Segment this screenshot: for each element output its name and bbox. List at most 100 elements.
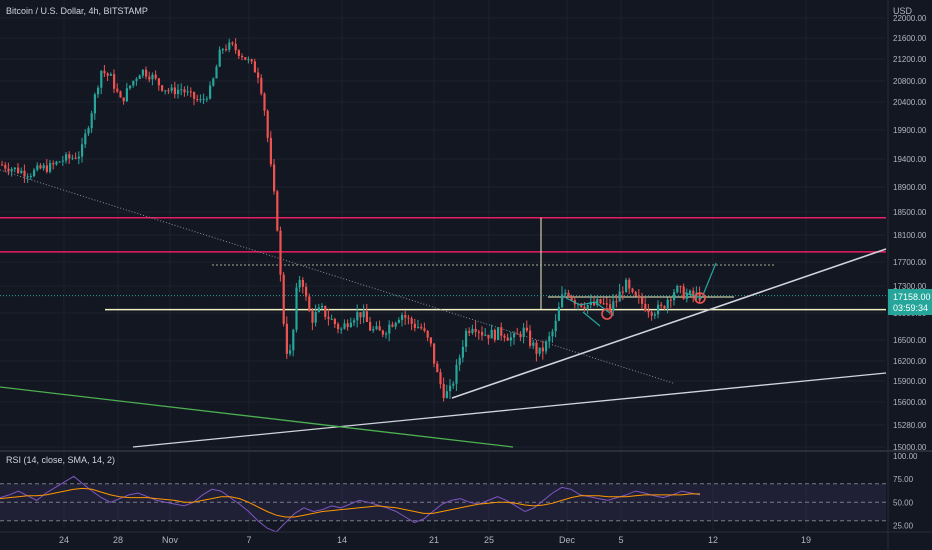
candle-body [285, 323, 288, 354]
candle-body [602, 303, 605, 305]
candle-body [148, 76, 151, 80]
candle-body [157, 78, 160, 86]
candle-body [673, 292, 676, 301]
candle-body [161, 85, 164, 91]
candle-body [413, 323, 416, 328]
candle-body [289, 350, 292, 354]
candle-body [692, 290, 695, 296]
candle-body [359, 312, 362, 318]
candle-body [45, 165, 48, 172]
candle-body [1, 164, 4, 166]
candle-body [4, 165, 7, 169]
candle-body [71, 157, 74, 159]
candle-body [186, 91, 189, 93]
candle-body [663, 306, 666, 309]
candle-body [557, 307, 560, 321]
candle-body [532, 342, 535, 346]
candle-body [625, 279, 628, 293]
candle-body [138, 75, 141, 79]
candle-body [324, 305, 327, 317]
candle-body [698, 292, 701, 301]
candle-body [589, 302, 592, 305]
x-tick-label: 21 [429, 535, 439, 545]
candle-body [135, 78, 138, 81]
candle-body [177, 89, 180, 95]
candle-body [225, 49, 228, 51]
candle-body [68, 154, 71, 159]
y-tick-label: 18100.00 [893, 231, 927, 240]
candle-body [417, 326, 420, 328]
candle-body [132, 80, 135, 86]
y-tick-label: 15600.00 [893, 398, 927, 407]
x-tick-label: 14 [337, 535, 347, 545]
candle-body [407, 317, 410, 319]
candle-body [154, 74, 157, 79]
candle-body [292, 329, 295, 351]
highlight-circle [694, 292, 706, 304]
candle-body [471, 328, 474, 333]
candle-body [449, 385, 452, 392]
candle-body [17, 167, 20, 173]
candle-body [641, 297, 644, 304]
candle-body [180, 89, 183, 91]
candle-body [433, 343, 436, 364]
candle-body [561, 294, 564, 308]
annotations-back [0, 169, 887, 448]
candle-body [378, 326, 381, 331]
candle-body [221, 49, 224, 51]
candle-body [605, 303, 608, 305]
candle-body [538, 347, 541, 354]
candle-body [58, 161, 61, 163]
candle-body [685, 293, 688, 299]
candle-body [650, 312, 653, 316]
candle-body [253, 61, 256, 73]
candle-body [493, 329, 496, 340]
candle-body [397, 319, 400, 323]
candle-body [141, 69, 144, 76]
candle-body [506, 337, 509, 341]
candle-body [628, 279, 631, 289]
candle-body [362, 311, 365, 318]
candle-body [36, 165, 39, 170]
candle-body [669, 299, 672, 301]
candle-body [257, 72, 260, 78]
candle-body [388, 324, 391, 334]
candle-body [356, 312, 359, 321]
candle-body [337, 324, 340, 330]
candle-body [93, 94, 96, 114]
candle-body [500, 327, 503, 336]
candle-body [365, 311, 368, 322]
candle-body [653, 314, 656, 316]
candle-body [241, 55, 244, 58]
candle-body [497, 327, 500, 340]
candle-body [122, 97, 125, 102]
x-tick-label: 19 [801, 535, 811, 545]
price-tag-value: 17158.00 [893, 292, 931, 302]
candle-body [394, 322, 397, 327]
pattern-sketch [565, 297, 611, 314]
rsi-tick-label: 75.00 [893, 475, 914, 484]
candle-body [317, 307, 320, 313]
candle-body [346, 323, 349, 328]
candle-body [484, 334, 487, 336]
rsi-tick-label: 50.00 [893, 498, 914, 507]
candle-body [266, 110, 269, 138]
uptrend-line [451, 248, 887, 399]
candle-body [244, 57, 247, 60]
candle-body [125, 88, 128, 102]
candle-body [586, 304, 589, 309]
candle-body [311, 311, 314, 323]
rsi-tick-label: 25.00 [893, 521, 914, 530]
x-tick-label: Dec [559, 535, 576, 545]
candle-body [103, 70, 106, 74]
candle-body [452, 383, 455, 386]
symbol-title: Bitcoin / U.S. Dollar, 4h, BITSTAMP [6, 6, 148, 16]
candle-body [621, 291, 624, 293]
candle-body [583, 306, 586, 309]
candle-body [7, 168, 10, 172]
annotations-front [565, 262, 717, 327]
candle-body [145, 69, 148, 77]
